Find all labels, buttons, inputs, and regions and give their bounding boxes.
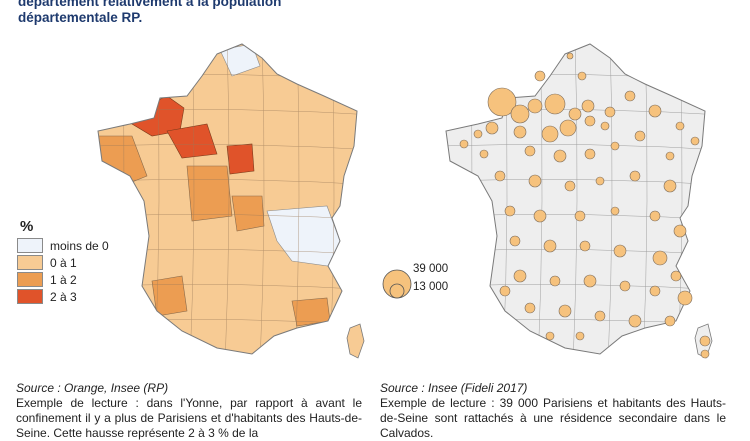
department-circle bbox=[534, 70, 546, 82]
department-circle bbox=[513, 125, 527, 139]
department-circle bbox=[699, 335, 711, 347]
department-circle bbox=[509, 235, 521, 247]
department-circle bbox=[649, 285, 661, 297]
department-circle bbox=[624, 90, 636, 102]
department-circle bbox=[533, 209, 547, 223]
department-circle bbox=[479, 149, 489, 159]
department-circle bbox=[634, 130, 646, 142]
region-central-orange bbox=[186, 165, 233, 222]
legend-label: 2 à 3 bbox=[50, 289, 77, 304]
department-circle bbox=[670, 270, 682, 282]
reading-example-left: Exemple de lecture : dans l'Yonne, par r… bbox=[16, 396, 362, 440]
department-circle bbox=[487, 87, 517, 117]
department-circle bbox=[485, 121, 499, 135]
legend-swatch bbox=[17, 289, 43, 304]
department-circle bbox=[524, 145, 536, 157]
department-circle bbox=[541, 125, 559, 143]
title-line-2: départementale RP. bbox=[18, 10, 143, 25]
legend-swatch bbox=[17, 272, 43, 287]
residence-circles bbox=[459, 52, 711, 359]
department-circle bbox=[543, 239, 557, 253]
department-circle bbox=[583, 274, 597, 288]
department-circle bbox=[619, 280, 631, 292]
department-circle bbox=[559, 119, 577, 137]
legend-unit: % bbox=[20, 218, 34, 235]
legend-item-2-3: 2 à 3 bbox=[17, 288, 109, 305]
department-circle bbox=[459, 139, 469, 149]
department-circle bbox=[663, 179, 677, 193]
department-circle bbox=[584, 115, 596, 127]
choropleth-map bbox=[92, 36, 392, 366]
department-circle bbox=[568, 107, 582, 121]
circle-legend: 39 000 13 000 bbox=[382, 262, 472, 302]
department-circle bbox=[527, 98, 543, 114]
department-circle bbox=[648, 104, 662, 118]
department-circle bbox=[665, 151, 675, 161]
department-circle bbox=[577, 71, 587, 81]
department-circle bbox=[700, 349, 710, 359]
department-circle bbox=[628, 314, 642, 328]
legend-circle-small bbox=[389, 283, 405, 299]
legend-item-0-1: 0 à 1 bbox=[17, 254, 109, 271]
legend-label: 0 à 1 bbox=[50, 255, 77, 270]
department-circle bbox=[690, 136, 700, 146]
department-circle bbox=[524, 302, 536, 314]
legend-value-large: 39 000 bbox=[413, 263, 449, 275]
choropleth-legend: % moins de 0 0 à 1 1 à 2 2 à 3 bbox=[17, 218, 109, 305]
department-circle bbox=[604, 106, 616, 118]
department-circle bbox=[594, 310, 606, 322]
department-circle bbox=[558, 304, 572, 318]
department-circle bbox=[600, 121, 610, 131]
department-circle bbox=[513, 269, 527, 283]
region-yonne-dark bbox=[226, 143, 255, 175]
department-circle bbox=[629, 170, 641, 182]
department-circle bbox=[595, 176, 605, 186]
department-circle bbox=[473, 129, 483, 139]
region-east-orange bbox=[231, 195, 265, 232]
legend-item-negative: moins de 0 bbox=[17, 237, 109, 254]
department-circle bbox=[673, 224, 687, 238]
caption-right: Source : Insee (Fideli 2017) Exemple de … bbox=[380, 381, 726, 441]
department-circle bbox=[575, 331, 585, 341]
title-line-1: département relativement à la population bbox=[18, 0, 282, 9]
source-right: Source : Insee (Fideli 2017) bbox=[380, 381, 528, 395]
reading-example-right: Exemple de lecture : 39 000 Parisiens et… bbox=[380, 396, 726, 440]
caption-left: Source : Orange, Insee (RP) Exemple de l… bbox=[16, 381, 362, 441]
legend-swatch bbox=[17, 238, 43, 253]
region-southwest-orange bbox=[151, 275, 188, 317]
department-circle bbox=[610, 206, 620, 216]
department-circle bbox=[549, 275, 561, 287]
department-circle bbox=[564, 180, 576, 192]
department-circle bbox=[510, 104, 530, 124]
department-circle bbox=[581, 99, 595, 113]
department-circle bbox=[494, 170, 506, 182]
legend-value-small: 13 000 bbox=[413, 281, 449, 293]
department-circle bbox=[574, 210, 586, 222]
department-circle bbox=[504, 205, 516, 217]
legend-swatch bbox=[17, 255, 43, 270]
department-circle bbox=[499, 285, 511, 297]
department-circle bbox=[544, 93, 566, 115]
department-circle bbox=[677, 290, 693, 306]
department-circle bbox=[545, 331, 555, 341]
department-circle bbox=[613, 244, 627, 258]
proportional-circle-map bbox=[440, 36, 740, 366]
legend-label: moins de 0 bbox=[50, 238, 109, 253]
corsica bbox=[346, 323, 365, 359]
department-circle bbox=[675, 121, 685, 131]
department-circle bbox=[652, 250, 668, 266]
legend-item-1-2: 1 à 2 bbox=[17, 271, 109, 288]
department-circle bbox=[610, 141, 620, 151]
source-left: Source : Orange, Insee (RP) bbox=[16, 381, 169, 395]
department-circle bbox=[566, 52, 574, 60]
department-circle bbox=[584, 148, 596, 160]
department-circle bbox=[528, 174, 542, 188]
department-circle bbox=[664, 315, 676, 327]
department-circle bbox=[579, 240, 591, 252]
legend-label: 1 à 2 bbox=[50, 272, 77, 287]
department-circle bbox=[553, 149, 567, 163]
department-circle bbox=[649, 210, 661, 222]
